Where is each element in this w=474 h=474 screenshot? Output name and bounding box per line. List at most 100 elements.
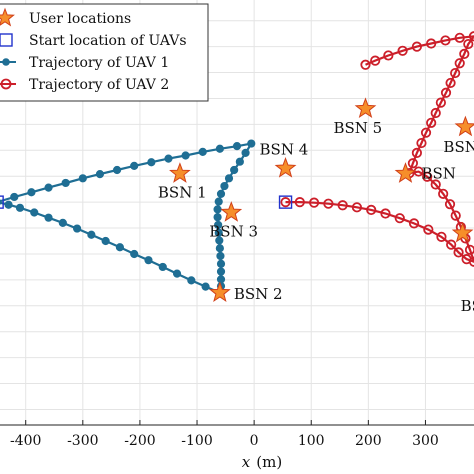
uav1-waypoint: [58, 218, 67, 227]
x-axis-unit: (m): [256, 453, 282, 471]
uav1-waypoint: [144, 256, 153, 265]
uav2-waypoint: [383, 50, 394, 61]
uav1-waypoint: [0, 199, 2, 206]
uav1-waypoint: [172, 269, 182, 278]
x-tick-label: -100: [181, 433, 212, 449]
legend-square-icon: [0, 33, 13, 47]
user-location-star: [394, 162, 417, 183]
uav2-waypoint: [435, 97, 446, 108]
legend-label: User locations: [29, 11, 131, 27]
uav2-waypoint: [445, 77, 456, 89]
user-label: BSN: [421, 165, 455, 183]
uav1-waypoint: [30, 208, 39, 217]
x-tick-label: 0: [250, 433, 259, 449]
uav1-waypoint: [15, 203, 25, 212]
uav2-waypoint: [308, 197, 320, 208]
uav2-waypoint: [454, 58, 465, 69]
uav1-waypoint: [198, 147, 207, 156]
uav2-waypoint: [426, 117, 437, 128]
uav2-waypoint: [366, 204, 377, 216]
legend-label: Trajectory of UAV 2: [29, 77, 169, 93]
uav2-waypoint: [423, 224, 434, 235]
user-location-star: [274, 156, 297, 178]
uav1-waypoint: [215, 244, 224, 253]
uav1-waypoint: [235, 157, 244, 166]
uav2-waypoint: [408, 218, 420, 229]
user-label: BSN 4: [260, 140, 309, 158]
uav2-waypoint: [360, 59, 371, 70]
uav1-waypoint: [44, 183, 53, 192]
uav1-waypoint: [201, 282, 210, 291]
user-location-star: [451, 221, 474, 243]
uav1-waypoint: [44, 213, 53, 222]
uav1-waypoint: [216, 189, 226, 198]
x-tick-label: 300: [412, 433, 439, 449]
uav1-waypoint: [164, 154, 173, 163]
uav2-waypoint: [440, 35, 451, 46]
uav2-waypoint: [407, 158, 418, 169]
user-label: BSN: [461, 297, 474, 315]
uav1-waypoint: [214, 228, 223, 237]
x-tick-label: -200: [124, 433, 155, 449]
uav2-waypoint: [463, 38, 474, 50]
user-location-star: [354, 97, 377, 119]
uav2-waypoint: [430, 179, 441, 190]
legend-entry-start: Start location of UAVs: [0, 33, 187, 49]
uav2-waypoint: [422, 171, 433, 182]
uav2-waypoint: [370, 55, 381, 66]
uav1-waypoint: [220, 181, 229, 191]
uav1-waypoint: [101, 236, 110, 246]
start-location-marker: [0, 195, 4, 209]
uav1-waypoint: [130, 249, 139, 259]
uav1-waypoint: [72, 224, 82, 233]
user-label: BSN 1: [158, 184, 207, 202]
uav1-waypoint: [87, 230, 96, 239]
legend: User locations Start location of UAVs Traj…: [0, 3, 209, 102]
legend-uav2-circle: [0, 78, 12, 90]
uav2-waypoint: [411, 147, 422, 158]
uav2-waypoint: [397, 45, 408, 56]
uav2-waypoint: [453, 247, 464, 258]
x-tick-label: 100: [298, 433, 325, 449]
uav2-waypoint: [464, 244, 474, 255]
uav2-waypoint: [444, 199, 456, 210]
legend-uav1-dot: [2, 58, 10, 66]
uav1-waypoint: [213, 205, 222, 214]
legend-entry-uav2: Trajectory of UAV 2: [0, 77, 169, 93]
x-ticks: -400 -300 -200 -100 0 100 200 300: [10, 420, 439, 449]
uav2-waypoint: [411, 41, 422, 52]
uav1-waypoint: [27, 188, 36, 197]
uav1-waypoint: [215, 144, 224, 153]
uav1-waypoint: [181, 151, 190, 160]
user-location-star: [454, 115, 474, 137]
user-label: BSN 3: [209, 223, 258, 241]
uav1-waypoint: [213, 213, 222, 222]
legend-box: [0, 3, 209, 102]
uav2-waypoint: [280, 197, 291, 208]
uav1-waypoint: [115, 243, 125, 252]
uav2-waypoint: [416, 137, 427, 149]
uav2-waypoint: [420, 127, 432, 138]
user-location-star: [169, 162, 191, 183]
uav1-waypoint: [214, 220, 223, 230]
user-markers: [169, 97, 474, 303]
user-label: BSN 2: [234, 285, 283, 303]
legend-label: Trajectory of UAV 1: [29, 55, 169, 71]
uav1-waypoint: [232, 142, 242, 151]
grid-lines: [0, 0, 474, 425]
start-location-marker: [278, 195, 293, 209]
user-location-star: [220, 201, 243, 222]
uav2-waypoint: [323, 198, 334, 209]
user-location-star: [209, 281, 231, 303]
uav1-waypoint: [78, 174, 87, 183]
uav2-waypoint: [294, 197, 305, 208]
uav1-trajectory-line: [0, 142, 254, 295]
x-tick-label: -400: [10, 433, 41, 449]
uav1-waypoint: [224, 174, 234, 183]
user-label: BSN: [443, 138, 474, 156]
uav1-waypoint: [215, 236, 224, 245]
uav1-waypoint: [61, 178, 70, 188]
x-tick-label: 200: [355, 433, 382, 449]
x-tick-label: -300: [67, 433, 98, 449]
